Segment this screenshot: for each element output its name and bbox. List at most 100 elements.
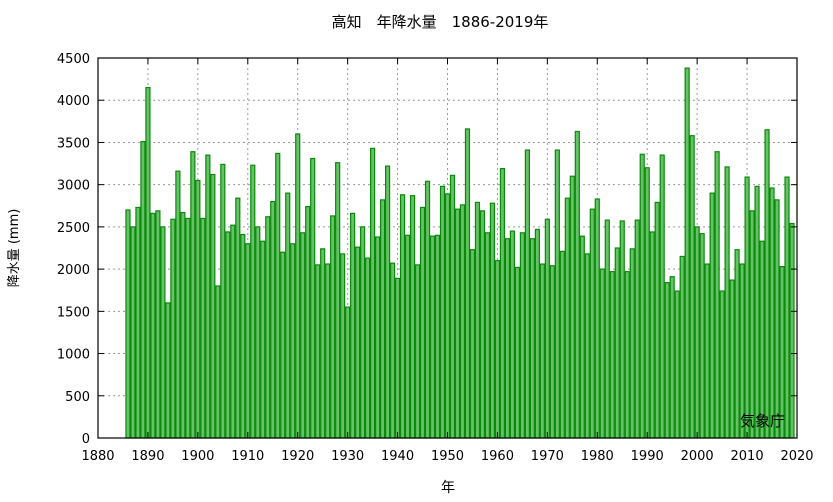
x-tick-label: 2010 — [731, 449, 764, 464]
bar-1982 — [604, 219, 610, 439]
bar-1954 — [464, 128, 471, 439]
bar-2013 — [759, 240, 765, 439]
bar-1996 — [674, 290, 680, 439]
bar-1933 — [360, 226, 366, 439]
bar-1936 — [375, 236, 381, 439]
bar-1955 — [469, 249, 476, 439]
bar-1886 — [125, 209, 131, 439]
bar-1999 — [689, 135, 695, 439]
y-tick-label: 4500 — [57, 52, 90, 67]
bar-1924 — [315, 264, 321, 439]
x-tick-label: 2020 — [780, 449, 813, 464]
bar-1943 — [409, 195, 416, 439]
bar-1927 — [330, 215, 336, 439]
bar-1926 — [325, 263, 331, 439]
bar-1946 — [424, 180, 431, 439]
y-tick-label: 500 — [65, 390, 90, 405]
bar-1962 — [504, 238, 511, 439]
bar-1907 — [230, 224, 236, 439]
bar-1894 — [165, 302, 171, 439]
x-tick-label: 1970 — [531, 449, 564, 464]
bar-1995 — [669, 276, 675, 439]
y-tick-label: 2500 — [57, 221, 90, 236]
bar-1948 — [434, 234, 441, 439]
chart-title: 高知 年降水量 1886-2019年 — [332, 13, 549, 31]
bar-1965 — [519, 232, 525, 439]
bar-1983 — [609, 271, 615, 439]
x-tick-label: 1920 — [281, 449, 314, 464]
bar-1889 — [140, 141, 146, 439]
bar-1976 — [574, 130, 580, 439]
bar-1993 — [659, 154, 665, 439]
y-tick-label: 0 — [82, 432, 90, 447]
bar-1887 — [130, 226, 136, 439]
bar-2014 — [764, 129, 770, 439]
bar-1904 — [215, 285, 221, 439]
bar-1939 — [389, 262, 396, 439]
bar-1929 — [340, 253, 346, 439]
bar-1977 — [579, 235, 585, 439]
bar-1972 — [554, 149, 560, 439]
bar-2011 — [749, 210, 755, 439]
bar-1934 — [365, 257, 371, 439]
bar-1994 — [664, 282, 670, 439]
bar-2016 — [774, 199, 780, 439]
bar-1940 — [394, 277, 401, 439]
bar-1966 — [524, 149, 530, 439]
bar-1980 — [594, 198, 600, 439]
bar-1912 — [255, 226, 261, 439]
bar-1902 — [205, 154, 211, 439]
bar-1910 — [245, 243, 251, 439]
bar-2019 — [789, 222, 795, 439]
bar-1917 — [280, 251, 286, 439]
bar-1896 — [175, 170, 181, 439]
bar-1898 — [185, 217, 191, 439]
bar-2005 — [719, 290, 725, 439]
bar-1897 — [180, 211, 186, 439]
bar-1918 — [285, 192, 291, 439]
bar-1890 — [145, 86, 151, 439]
x-axis: 1880 1890 1900 1910 1920 1930 1940 1950 1960 1970… — [81, 58, 814, 464]
bar-1950 — [444, 193, 451, 439]
bar-1942 — [404, 234, 411, 439]
bar-1945 — [419, 206, 426, 439]
bar-1900 — [195, 179, 201, 439]
bar-1905 — [220, 163, 226, 439]
x-tick-label: 1930 — [331, 449, 364, 464]
x-tick-label: 1960 — [481, 449, 514, 464]
bar-1975 — [569, 175, 575, 439]
bar-1979 — [589, 208, 595, 439]
y-tick-label: 3000 — [57, 179, 90, 194]
bar-1981 — [599, 268, 605, 439]
bar-1984 — [614, 247, 620, 439]
bar-2015 — [769, 187, 775, 439]
bar-1892 — [155, 210, 161, 439]
bar-1988 — [634, 219, 640, 439]
bar-1947 — [429, 235, 436, 439]
x-tick-label: 1990 — [631, 449, 664, 464]
bar-1930 — [345, 306, 351, 439]
x-tick-label: 1890 — [131, 449, 164, 464]
bar-1958 — [484, 232, 491, 439]
bar-2004 — [714, 151, 720, 439]
bar-1951 — [449, 174, 456, 439]
bar-2002 — [704, 263, 710, 439]
bar-2012 — [754, 185, 760, 439]
bar-1923 — [310, 157, 316, 439]
x-tick-label: 1900 — [181, 449, 214, 464]
bar-1974 — [564, 197, 570, 439]
bar-1922 — [305, 206, 311, 439]
bar-2010 — [744, 176, 750, 439]
bar-1941 — [399, 194, 406, 439]
x-tick-label: 2000 — [681, 449, 714, 464]
bar-1971 — [549, 265, 555, 439]
bar-1973 — [559, 250, 565, 439]
bar-1997 — [679, 255, 685, 439]
bar-1893 — [160, 226, 166, 439]
bar-2003 — [709, 192, 715, 439]
y-tick-label: 1500 — [57, 305, 90, 320]
bar-1920 — [295, 133, 301, 439]
x-tick-label: 1950 — [431, 449, 464, 464]
bar-1931 — [350, 212, 356, 439]
